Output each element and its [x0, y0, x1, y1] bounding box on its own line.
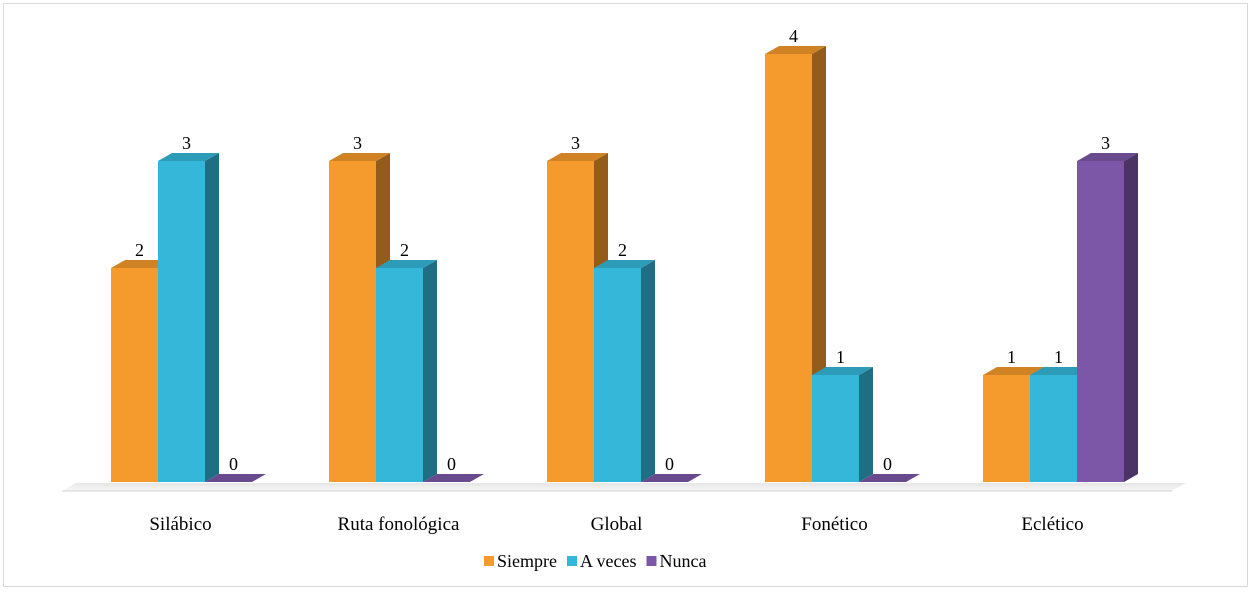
bar-top	[812, 367, 873, 375]
bar-top	[859, 474, 920, 482]
bar-front	[111, 268, 158, 482]
bar-top	[641, 474, 702, 482]
data-label: 2	[135, 240, 144, 260]
bar-top	[1030, 367, 1091, 375]
legend-item-siempre: Siempre	[484, 551, 557, 571]
bar-siempre-fonetico	[765, 46, 826, 482]
legend-swatch	[646, 556, 657, 566]
bar-front	[376, 268, 423, 482]
bar-front	[1077, 161, 1124, 482]
bar-front	[594, 268, 641, 482]
data-label: 1	[1054, 347, 1063, 367]
bar-nunca-global	[641, 474, 702, 482]
bar-top	[111, 260, 172, 268]
bar-front	[329, 161, 376, 482]
bar-a-veces-fonetico	[812, 367, 873, 482]
bar-side	[641, 260, 655, 482]
data-label: 3	[1101, 133, 1110, 153]
bar-side	[859, 367, 873, 482]
data-label: 3	[571, 133, 580, 153]
bar-nunca-ruta-fonologica	[423, 474, 484, 482]
data-label: 3	[182, 133, 191, 153]
bar-top	[594, 260, 655, 268]
legend-item-nunca: Nunca	[646, 551, 706, 571]
data-label: 0	[229, 454, 238, 474]
bar-top	[329, 153, 390, 161]
legend-item-a-veces: A veces	[567, 551, 636, 571]
bar-front	[765, 54, 812, 482]
category-label-ruta-fonologica: Ruta fonológica	[338, 514, 460, 535]
data-label: 1	[1007, 347, 1016, 367]
bar-top	[547, 153, 608, 161]
bar-top	[376, 260, 437, 268]
chart-frame: 2 3 0 3 2 0 3 2 0 4 1 0 1 1 3 Silábico Ruta fonológica G…	[3, 3, 1248, 587]
category-label-ecletico: Eclético	[1021, 514, 1083, 535]
category-label-silabico: Silábico	[149, 514, 211, 535]
legend: Siempre A veces Nunca	[484, 551, 706, 571]
data-label: 0	[665, 454, 674, 474]
data-label: 0	[883, 454, 892, 474]
data-label: 3	[353, 133, 362, 153]
data-label: 2	[618, 240, 627, 260]
bar-top	[1077, 153, 1138, 161]
bar-front	[983, 375, 1030, 482]
bar-a-veces-silabico	[158, 153, 219, 482]
bar-top	[205, 474, 266, 482]
bar-front	[158, 161, 205, 482]
bar-front	[547, 161, 594, 482]
data-label: 2	[400, 240, 409, 260]
bar-nunca-silabico	[205, 474, 266, 482]
bar-a-veces-ruta-fonologica	[376, 260, 437, 482]
bars-layer	[111, 46, 1138, 482]
bar-front	[812, 375, 859, 482]
bar-a-veces-global	[594, 260, 655, 482]
category-label-fonetico: Fonético	[801, 514, 868, 535]
legend-swatch	[567, 556, 577, 566]
floor-plane	[62, 483, 1186, 491]
legend-swatch	[484, 556, 494, 566]
legend-label: A veces	[580, 551, 636, 571]
data-label: 1	[836, 347, 845, 367]
bar-side	[1124, 153, 1138, 482]
bar-top	[983, 367, 1044, 375]
legend-label: Nunca	[659, 551, 706, 571]
bar-side	[205, 153, 219, 482]
legend-label: Siempre	[497, 551, 557, 571]
bar-top	[423, 474, 484, 482]
category-label-global: Global	[591, 514, 643, 535]
bar-top	[765, 46, 826, 54]
chart-svg: 2 3 0 3 2 0 3 2 0 4 1 0 1 1 3 Silábico Ruta fonológica G…	[62, 26, 1186, 571]
bar-top	[158, 153, 219, 161]
data-labels-layer: 2 3 0 3 2 0 3 2 0 4 1 0 1 1 3	[135, 26, 1110, 474]
data-label: 4	[789, 26, 798, 46]
bar-side	[423, 260, 437, 482]
bar-nunca-fonetico	[859, 474, 920, 482]
bar-nunca-ecletico	[1077, 153, 1138, 482]
category-axis: Silábico Ruta fonológica Global Fonético Ecl…	[149, 514, 1083, 535]
bar-front	[1030, 375, 1077, 482]
data-label: 0	[447, 454, 456, 474]
chart-floor	[62, 483, 1186, 492]
